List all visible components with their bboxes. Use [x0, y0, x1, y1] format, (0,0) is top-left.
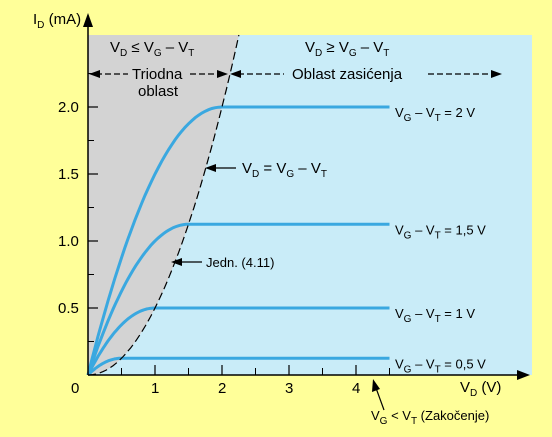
x-axis-label: VD (V) — [460, 379, 501, 399]
saturation-arrow-left — [230, 70, 241, 78]
boundary-curve — [87, 34, 240, 376]
triode-arrow-right — [217, 70, 228, 78]
triode-region — [88, 35, 239, 375]
x-tick-label-2: 2 — [218, 380, 226, 397]
boundary-equation: VD = VG – VT — [242, 160, 327, 180]
y-tick-label-1: 1.0 — [58, 233, 79, 250]
cutoff-label: VG < VT (Zakočenje) — [371, 408, 489, 427]
saturation-condition: VD ≥ VG – VT — [305, 39, 389, 59]
x-tick-label-1: 1 — [151, 380, 159, 397]
y-tick-label-0: 0.5 — [58, 300, 79, 317]
series-label-1: VG – VT = 1,5 V — [395, 222, 486, 241]
equation-ref-arrowhead — [171, 258, 182, 266]
y-tick-label-3: 2.0 — [58, 99, 79, 116]
cutoff-arrowhead — [372, 379, 380, 392]
series-curve-2 — [86, 306, 390, 376]
ticks-group: 0 1 2 3 4 0.5 1.0 1.5 2.0 — [58, 73, 390, 397]
x-tick-label-4: 4 — [352, 380, 360, 397]
y-axis-arrow — [83, 13, 93, 27]
series-label-2: VG – VT = 1 V — [395, 306, 475, 325]
boundary-label-arrowhead — [205, 164, 216, 172]
cutoff-pointer — [375, 387, 385, 411]
triode-name-line1: Triodna — [132, 66, 183, 83]
equation-ref: Jedn. (4.11) — [206, 255, 274, 270]
x-tick-label-0: 0 — [71, 380, 79, 397]
series-curve-1 — [86, 222, 390, 376]
series-labels-group: VG – VT = 2 V VG – VT = 1,5 V VG – VT = 1 … — [395, 105, 486, 375]
series-curve-0 — [86, 105, 390, 376]
x-axis-arrow — [517, 370, 530, 380]
triode-name-line2: oblast — [138, 83, 179, 100]
saturation-arrow-right — [491, 70, 502, 78]
series-curve-3 — [86, 356, 390, 377]
triode-condition: VD ≤ VG – VT — [110, 39, 194, 59]
y-tick-label-2: 1.5 — [58, 166, 79, 183]
triode-arrow-left — [89, 70, 100, 78]
series-label-3: VG – VT = 0,5 V — [395, 356, 486, 375]
x-tick-label-3: 3 — [285, 380, 293, 397]
curves-group — [86, 105, 390, 377]
y-axis-label: ID (mA) — [33, 11, 81, 31]
saturation-name: Oblast zasićenja — [292, 66, 403, 83]
series-label-0: VG – VT = 2 V — [395, 105, 475, 124]
